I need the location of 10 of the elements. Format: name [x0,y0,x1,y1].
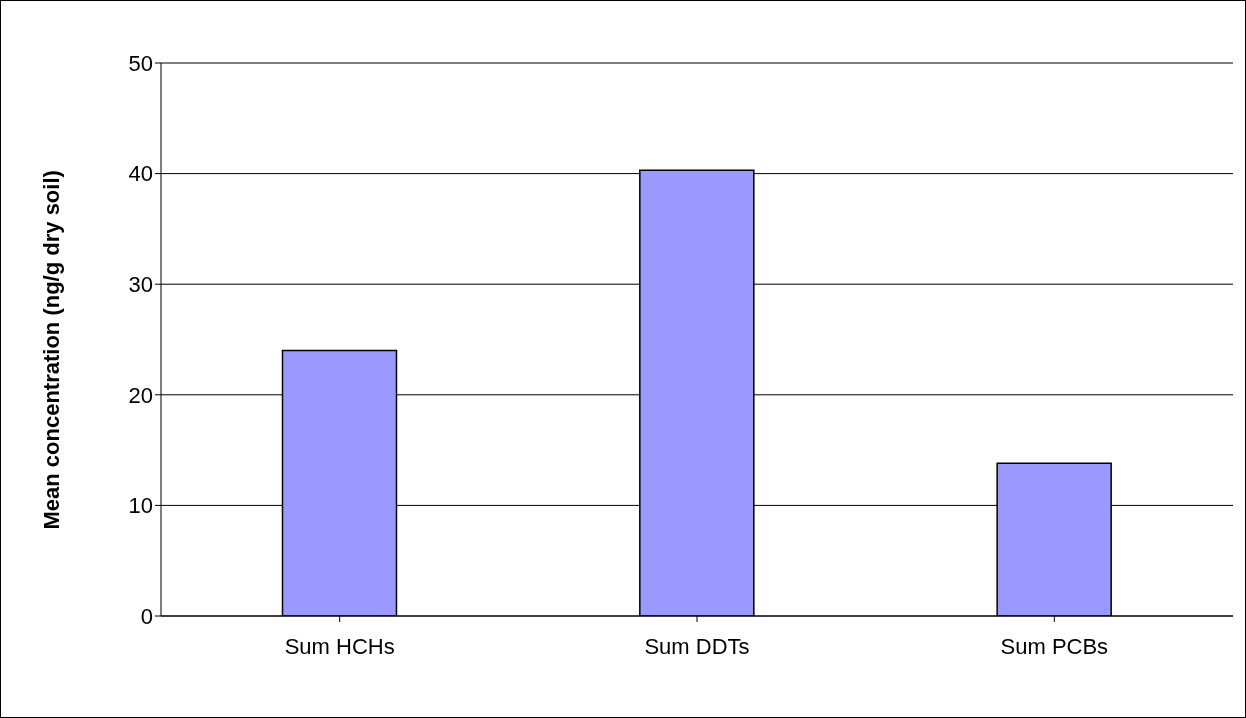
y-tick-label: 40 [128,161,153,187]
y-tick-label: 20 [128,382,153,408]
x-tick-label: Sum DDTs [644,633,750,659]
y-tick-label: 50 [128,50,153,76]
y-tick-label: 10 [128,493,153,519]
x-tick-label: Sum HCHs [284,633,395,659]
x-tick-label: Sum PCBs [1000,633,1109,659]
y-tick-label: 30 [128,272,153,298]
y-axis-title: Mean concentration (ng/g dry soil) [38,170,64,530]
y-tick-label: 0 [140,603,153,629]
